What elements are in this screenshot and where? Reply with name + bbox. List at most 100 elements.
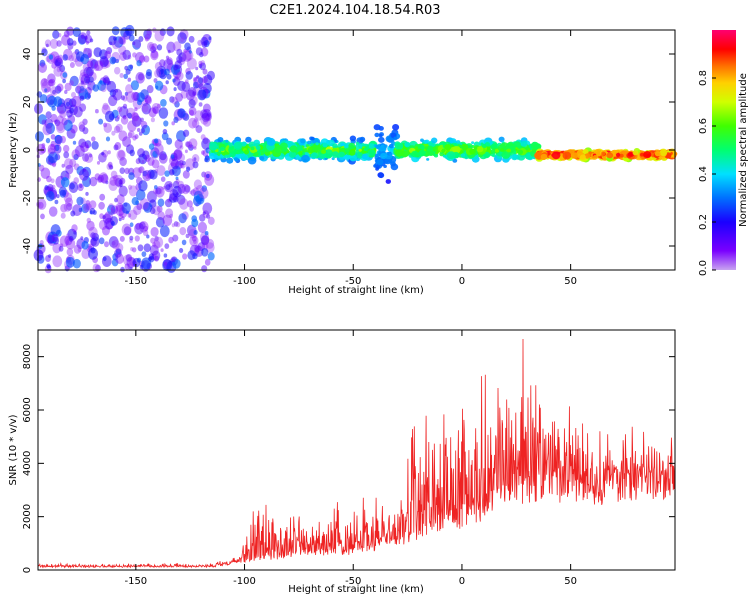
spectrogram-cell — [385, 179, 391, 184]
spectrogram-cell — [61, 34, 71, 46]
spectrogram-cell — [131, 111, 139, 121]
spectrogram-cell — [175, 92, 184, 102]
spectrogram-cell — [383, 164, 387, 168]
spectrogram-cell — [148, 107, 157, 118]
y-tick-label: 0 — [22, 567, 33, 573]
spectrogram-cell — [108, 95, 118, 107]
spectrogram-cell — [192, 187, 200, 196]
spectrogram-cell — [128, 34, 135, 42]
spectrogram-cell — [108, 164, 113, 170]
spectrogram-cell — [195, 194, 205, 205]
spectrogram-cell — [141, 251, 147, 257]
x-tick-label: 50 — [564, 576, 577, 587]
spectrogram-cell — [582, 149, 587, 154]
x-tick-label: -100 — [233, 276, 256, 287]
spectrogram-cell — [540, 153, 548, 160]
spectrogram-cell — [175, 178, 180, 184]
spectrogram-cell — [62, 54, 68, 61]
spectrogram-cell — [331, 157, 335, 161]
spectrogram-panel: -150 -100 -50 0 50 -40 -20 0 20 40 Height of str… — [8, 24, 678, 296]
spectrogram-cell — [82, 166, 92, 178]
spectrogram-cell — [56, 40, 62, 47]
spectrogram-cell — [159, 225, 170, 238]
spectrogram-cell — [89, 38, 94, 43]
spectrogram-cell — [47, 184, 54, 192]
spectrogram-cell — [40, 63, 45, 68]
x-tick-label: -150 — [124, 576, 147, 587]
spectrogram-cell — [137, 244, 144, 252]
spectrogram-cell — [547, 152, 551, 156]
spectrogram-cell — [154, 69, 162, 78]
spectrogram-cell — [178, 213, 187, 224]
spectrogram-cell — [153, 236, 164, 248]
spectrogram-cell — [128, 130, 135, 139]
spectrogram-cell — [41, 81, 51, 94]
spectrogram-cell — [469, 148, 476, 155]
spectrogram-cell — [124, 263, 130, 270]
spectrogram-cell — [124, 91, 129, 96]
spectrogram-cell — [378, 125, 384, 131]
spectrogram-cell — [165, 55, 170, 60]
spectrogram-cell — [160, 248, 164, 253]
spectrogram-cell — [202, 211, 206, 215]
spectrogram-cell — [77, 247, 82, 253]
spectrogram-cell — [205, 113, 212, 122]
spectrogram-xlabel: Height of straight line (km) — [288, 285, 424, 296]
spectrogram-cell — [201, 248, 209, 257]
spectrogram-cell — [186, 166, 191, 172]
spectrogram-cell — [50, 224, 61, 237]
spectrogram-cell — [51, 184, 56, 190]
spectrogram-cell — [89, 210, 93, 215]
spectrogram-cell — [52, 89, 56, 95]
spectrogram-cell — [98, 237, 105, 245]
spectrogram-cell — [46, 190, 55, 202]
snr-series-line — [37, 338, 676, 569]
spectrogram-cell — [383, 144, 388, 148]
spectrogram-cell — [368, 149, 376, 156]
spectrogram-cell — [273, 145, 283, 154]
spectrogram-cell — [117, 150, 125, 159]
spectrogram-cell — [432, 146, 437, 151]
spectrogram-cell — [376, 159, 384, 166]
spectrogram-cell — [654, 151, 661, 157]
spectrogram-cell — [113, 144, 119, 151]
spectrogram-cell — [78, 121, 86, 130]
spectrogram-cell — [226, 157, 234, 164]
spectrogram-cell — [56, 122, 64, 132]
spectrogram-cell — [174, 139, 183, 150]
spectrogram-cell — [420, 138, 424, 142]
spectrogram-cell — [161, 132, 169, 141]
spectrogram-cell — [129, 222, 134, 227]
spectrogram-cell — [193, 179, 202, 190]
spectrogram-cell — [92, 263, 100, 273]
spectrogram-cell — [46, 234, 55, 244]
spectrogram-cell — [175, 176, 179, 181]
spectrogram-cell — [154, 138, 159, 144]
spectrogram-cell — [182, 253, 188, 260]
spectrogram-cell — [64, 82, 72, 92]
spectrogram-cell — [189, 235, 199, 247]
spectrogram-cell — [51, 233, 59, 243]
spectrogram-cell — [85, 40, 89, 45]
spectrogram-cell — [45, 255, 51, 262]
spectrogram-cell — [110, 205, 119, 215]
spectrogram-cell — [474, 146, 478, 150]
spectrogram-cell — [69, 75, 79, 87]
spectrogram-cell — [154, 29, 165, 42]
spectrogram-cell — [182, 170, 190, 179]
spectrogram-cell — [141, 103, 152, 115]
spectrogram-cell — [78, 207, 83, 213]
spectrogram-cell — [89, 200, 97, 209]
spectrogram-cell — [154, 236, 159, 242]
spectrogram-cell — [75, 51, 85, 62]
spectrogram-cell — [77, 34, 87, 45]
spectrogram-cell — [72, 27, 81, 38]
spectrogram-cell — [163, 253, 168, 258]
spectrogram-cell — [208, 36, 212, 41]
spectrogram-cell — [65, 197, 73, 207]
spectrogram-cell — [104, 110, 115, 123]
spectrogram-cell — [37, 198, 47, 210]
spectrogram-cell — [143, 55, 150, 63]
spectrogram-cell — [460, 153, 466, 158]
spectrogram-cell — [45, 122, 55, 135]
